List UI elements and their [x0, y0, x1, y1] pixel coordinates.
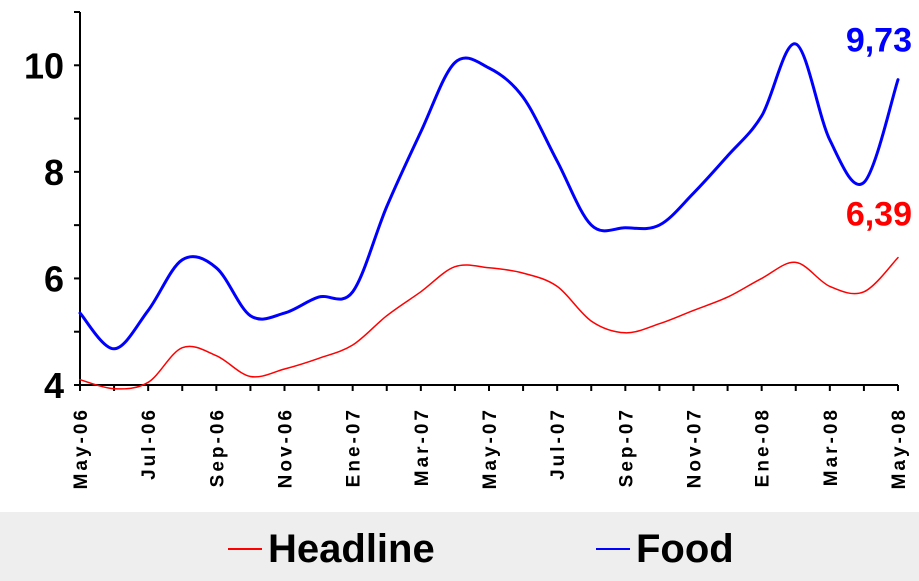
legend-label-headline: Headline: [268, 526, 435, 571]
x-tick-label: Ene-08: [753, 407, 774, 487]
end-labels: 6,39 9,73: [846, 22, 912, 234]
series-layer: [78, 42, 900, 390]
y-tick-label: 6: [44, 258, 64, 299]
x-tick-label: Nov-06: [276, 407, 297, 488]
x-tick-label: Sep-06: [207, 407, 228, 487]
end-label-food: 9,73: [846, 22, 912, 60]
food-line-swatch: [596, 548, 630, 550]
x-tick-label: Jul-06: [139, 407, 160, 480]
y-tick-label: 8: [44, 152, 64, 193]
y-tick-label: 10: [24, 45, 64, 86]
legend-label-food: Food: [636, 526, 734, 571]
legend-band: [0, 512, 919, 581]
x-tick-label: Mar-07: [412, 407, 433, 486]
line-chart: 4 6 8 10 May-06 Jul-06 Sep-06 Nov-06 Ene-07 Mar-…: [24, 11, 912, 489]
legend-item-headline: Headline: [228, 524, 435, 574]
x-tick-label: Sep-07: [616, 407, 637, 487]
headline-line-swatch: [228, 548, 262, 550]
end-label-headline: 6,39: [846, 196, 912, 234]
y-axis: 4 6 8 10: [24, 11, 81, 406]
x-tick-label: Jul-07: [548, 407, 569, 480]
series-line-food: [78, 42, 900, 351]
x-axis: May-06 Jul-06 Sep-06 Nov-06 Ene-07 Mar-07 May-…: [71, 384, 910, 489]
legend-item-food: Food: [596, 524, 734, 574]
x-tick-label: May-07: [480, 407, 501, 489]
x-tick-label: Mar-08: [821, 407, 842, 486]
x-tick-label: May-08: [889, 407, 910, 489]
x-tick-label: Nov-07: [685, 407, 706, 488]
x-tick-label: Ene-07: [344, 407, 365, 487]
y-tick-label: 4: [44, 365, 64, 406]
series-line-headline: [79, 256, 899, 390]
x-tick-label: May-06: [71, 407, 92, 489]
